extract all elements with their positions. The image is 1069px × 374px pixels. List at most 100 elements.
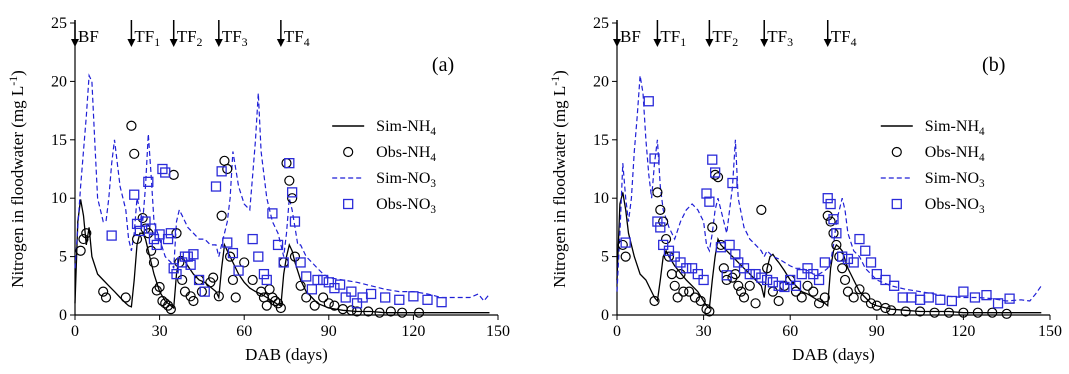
- legend-label-obsNO3-sub: 3: [430, 204, 436, 216]
- point-obsNH4: [828, 228, 839, 239]
- x-tick-label: 30: [152, 323, 168, 340]
- panel-a-chart: 0 5 10 15 20 25 0 30 60 90 120 150 DAB (days) Nitroge…: [6, 15, 510, 364]
- y-axis-label-sup: -1: [548, 76, 562, 86]
- event-label-main: BF: [620, 27, 641, 46]
- point-obsNO3: [880, 274, 891, 286]
- point-obsNO3: [168, 263, 179, 274]
- legend-label-simNH4-main: Sim-NH: [925, 118, 980, 135]
- point-obsNH4: [289, 251, 301, 262]
- point-obsNO3: [819, 257, 830, 268]
- legend-label-simNH4: Sim-NH4: [925, 118, 985, 138]
- legend-label-simNH4-sub: 4: [430, 126, 436, 138]
- point-obsNO3: [380, 292, 391, 303]
- x-tick-label: 120: [401, 323, 425, 340]
- x-tick-label: 90: [321, 323, 337, 340]
- point-obsNH4: [678, 286, 689, 297]
- panel-b-chart: 0 5 10 15 20 25 0 30 60 90 120 150 DAB (days) Nitroge…: [548, 15, 1062, 364]
- point-obsNO3: [106, 230, 117, 241]
- point-obsNO3: [162, 233, 174, 245]
- point-obsNH4: [736, 286, 747, 297]
- x-tick-label: 0: [613, 323, 621, 340]
- point-obsNO3: [871, 268, 882, 280]
- point-obsNO3: [860, 245, 871, 256]
- point-obsNH4: [620, 251, 631, 262]
- point-obsNO3: [761, 274, 773, 286]
- point-obsNO3: [643, 96, 654, 107]
- point-obsNH4: [225, 251, 236, 262]
- event-label: TF4: [284, 27, 310, 49]
- point-obsNH4: [363, 306, 374, 317]
- point-obsNO3: [329, 282, 340, 294]
- point-obsNH4: [707, 222, 718, 233]
- point-obsNH4: [669, 280, 680, 291]
- point-obsNO3: [151, 239, 162, 251]
- point-obsNO3: [185, 259, 196, 270]
- point-obsNO3: [813, 274, 825, 286]
- y-tick-label: 20: [51, 73, 67, 90]
- point-obsNO3: [730, 249, 741, 260]
- point-obsNO3: [992, 298, 1004, 309]
- legend-swatch-obsNO3: [343, 198, 354, 210]
- point-obsNH4: [660, 233, 672, 245]
- point-obsNO3: [394, 294, 405, 305]
- point-obsNO3: [750, 268, 761, 280]
- point-obsNH4: [733, 280, 744, 291]
- point-obsNH4: [750, 298, 761, 309]
- point-obsNH4: [672, 292, 683, 303]
- y-tick-label: 15: [51, 132, 67, 149]
- x-tick-label: 60: [782, 323, 798, 340]
- point-obsNH4: [929, 307, 940, 318]
- point-obsNH4: [397, 307, 408, 318]
- point-obsNO3: [129, 189, 140, 200]
- point-obsNH4: [663, 251, 675, 262]
- event-label: BF: [78, 27, 99, 46]
- point-obsNH4: [710, 169, 721, 180]
- point-obsNH4: [649, 295, 660, 307]
- event-label-sub: 2: [197, 35, 203, 49]
- point-obsNH4: [385, 306, 396, 317]
- x-tick-label: 150: [486, 323, 510, 340]
- point-obsNH4: [160, 298, 171, 309]
- point-obsNH4: [972, 307, 983, 318]
- y-tick-label: 25: [51, 15, 67, 32]
- point-obsNO3: [848, 257, 859, 268]
- point-obsNH4: [213, 291, 224, 302]
- point-obsNH4: [351, 306, 363, 317]
- point-obsNO3: [704, 196, 715, 207]
- point-obsNH4: [126, 120, 137, 131]
- point-obsNH4: [837, 263, 848, 274]
- point-obsNH4: [756, 204, 767, 215]
- point-obsNO3: [906, 292, 917, 303]
- point-obsNO3: [738, 263, 750, 274]
- point-obsNO3: [756, 272, 767, 283]
- point-obsNH4: [227, 274, 239, 286]
- event-label-main: TF: [831, 27, 851, 46]
- point-obsNH4: [854, 284, 865, 295]
- point-obsNH4: [689, 292, 701, 303]
- point-obsNH4: [148, 257, 160, 268]
- point-obsNO3: [306, 284, 318, 295]
- point-obsNO3: [351, 298, 363, 309]
- point-obsNO3: [655, 222, 666, 233]
- event-label: TF1: [134, 27, 160, 49]
- point-obsNH4: [154, 281, 165, 293]
- event-arrow-head: [823, 39, 832, 47]
- legend-label-obsNH4-main: Obs-NH: [376, 144, 431, 161]
- y-axis-label-close: ): [550, 70, 569, 76]
- point-obsNH4: [773, 295, 784, 307]
- event-arrow-head: [214, 39, 223, 47]
- event-label: TF3: [222, 27, 248, 49]
- point-obsNO3: [253, 251, 264, 262]
- point-obsNH4: [230, 292, 241, 303]
- point-obsNO3: [145, 223, 157, 234]
- point-obsNH4: [309, 300, 320, 311]
- event-label: TF4: [831, 27, 857, 49]
- point-obsNO3: [692, 268, 703, 280]
- point-obsNH4: [914, 306, 926, 317]
- point-obsNH4: [137, 212, 148, 224]
- point-obsNH4: [865, 298, 877, 309]
- point-obsNO3: [658, 239, 669, 251]
- point-obsNO3: [199, 286, 210, 297]
- point-obsNO3: [935, 294, 946, 305]
- point-obsNH4: [222, 163, 233, 175]
